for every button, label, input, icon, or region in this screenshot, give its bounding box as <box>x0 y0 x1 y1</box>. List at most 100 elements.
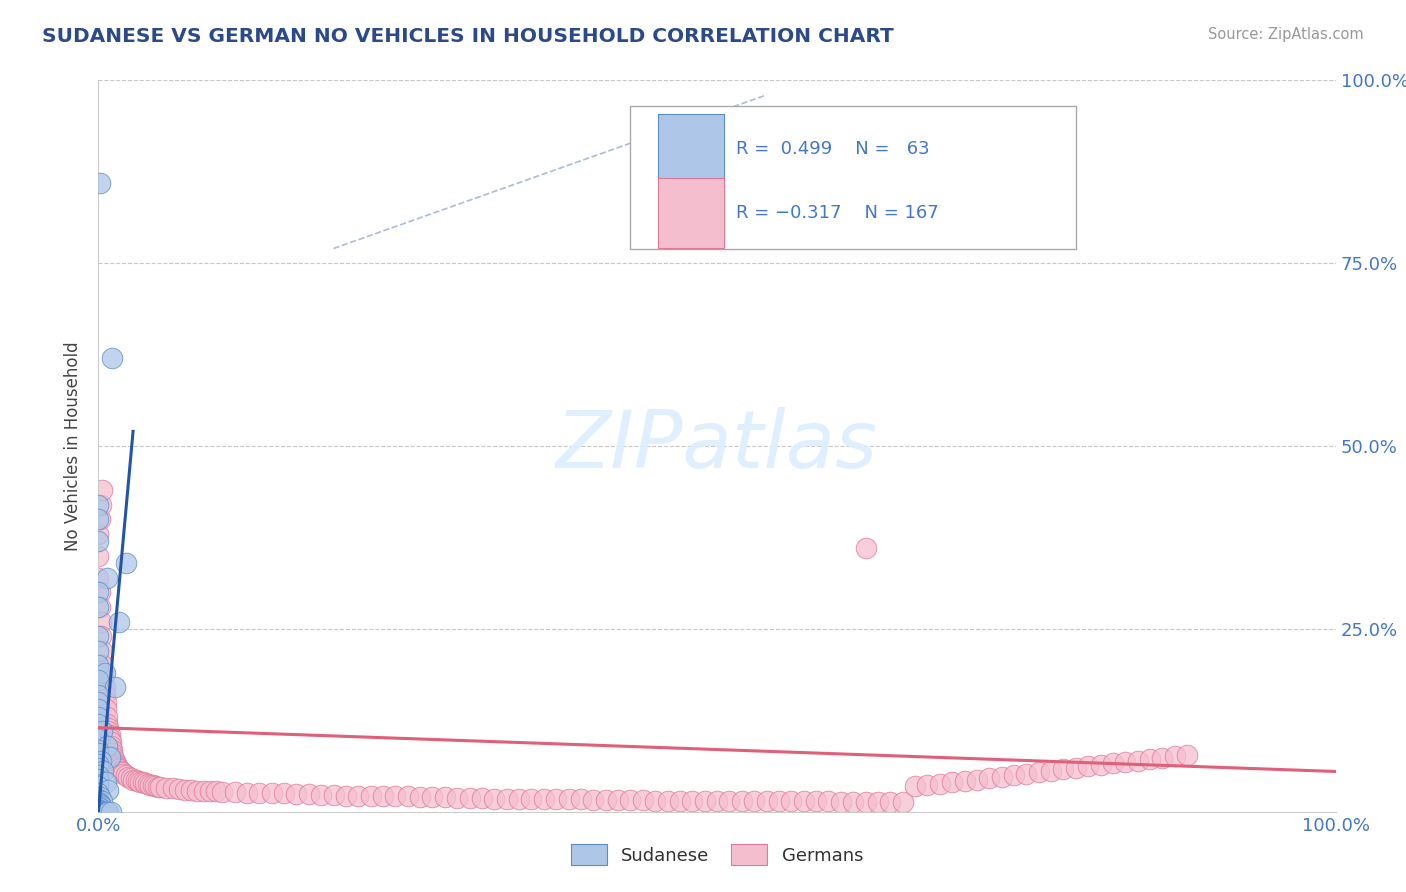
Point <box>87 803 110 817</box>
Point <box>1126 754 1149 768</box>
Point <box>87 512 110 526</box>
Point <box>103 681 125 695</box>
Point <box>124 773 146 788</box>
Point <box>134 776 156 790</box>
Point <box>793 795 815 809</box>
Point <box>105 759 128 773</box>
Point <box>87 702 110 716</box>
Point <box>100 739 122 753</box>
Point <box>1139 752 1161 766</box>
Point <box>693 794 716 808</box>
Point <box>91 483 114 497</box>
Point <box>93 805 115 819</box>
Point <box>533 792 555 806</box>
Point <box>91 658 114 673</box>
FancyBboxPatch shape <box>658 114 724 184</box>
Point <box>139 778 162 792</box>
Point <box>582 793 605 807</box>
FancyBboxPatch shape <box>630 106 1076 249</box>
Point <box>129 774 152 789</box>
Point <box>520 791 543 805</box>
Point <box>607 793 630 807</box>
Point <box>446 790 468 805</box>
Point <box>1015 766 1038 780</box>
Point <box>855 541 877 556</box>
Point <box>122 772 145 787</box>
Point <box>180 782 202 797</box>
Point <box>136 777 159 791</box>
Point <box>842 795 865 809</box>
Point <box>755 795 778 809</box>
Point <box>409 790 432 805</box>
Point <box>87 688 110 702</box>
Legend: Sudanese, Germans: Sudanese, Germans <box>564 837 870 872</box>
Point <box>87 791 110 805</box>
Point <box>87 793 110 807</box>
Point <box>87 804 110 818</box>
Point <box>174 782 197 797</box>
Point <box>205 784 228 798</box>
Point <box>87 746 110 760</box>
Point <box>89 805 111 819</box>
Point <box>247 787 270 801</box>
Point <box>384 789 406 804</box>
Point <box>87 599 110 614</box>
Point <box>93 665 115 680</box>
Point <box>87 772 110 786</box>
Point <box>557 792 579 806</box>
Point <box>422 790 444 805</box>
Point <box>100 805 122 819</box>
Point <box>669 794 692 808</box>
Point <box>96 571 118 585</box>
Point <box>127 774 149 789</box>
Point <box>742 795 765 809</box>
Point <box>87 803 110 817</box>
Text: ZIPatlas: ZIPatlas <box>555 407 879 485</box>
Point <box>347 789 370 803</box>
Point <box>260 787 283 801</box>
Point <box>146 780 169 794</box>
Text: R = −0.317    N = 167: R = −0.317 N = 167 <box>735 204 938 222</box>
Point <box>866 795 889 809</box>
Point <box>87 757 110 772</box>
Point <box>458 790 481 805</box>
Point <box>335 789 357 803</box>
Point <box>90 798 112 813</box>
Point <box>236 786 259 800</box>
Point <box>298 787 321 801</box>
Point <box>111 765 134 780</box>
Point <box>706 794 728 808</box>
Point <box>1028 765 1050 780</box>
Point <box>101 746 124 760</box>
Point <box>108 762 131 776</box>
Point <box>1152 750 1174 764</box>
Point <box>91 805 114 819</box>
Point <box>396 789 419 804</box>
Point <box>94 695 117 709</box>
Point <box>107 761 129 775</box>
Point <box>167 782 190 797</box>
Point <box>91 794 114 808</box>
Point <box>87 526 110 541</box>
Point <box>731 794 754 808</box>
Point <box>91 724 114 739</box>
Point <box>1164 749 1187 764</box>
Point <box>87 709 110 723</box>
Point <box>93 688 115 702</box>
Point <box>143 779 166 793</box>
Point <box>681 794 703 808</box>
Point <box>1102 756 1125 771</box>
Point <box>322 788 344 802</box>
Point <box>155 780 177 795</box>
Point <box>97 721 120 735</box>
Point <box>371 789 394 804</box>
Point <box>631 793 654 807</box>
Point <box>89 512 111 526</box>
Point <box>495 791 517 805</box>
Point <box>103 754 125 768</box>
Point <box>657 794 679 808</box>
Point <box>941 775 963 789</box>
Point <box>804 795 827 809</box>
Point <box>928 777 950 791</box>
Point <box>87 787 110 801</box>
